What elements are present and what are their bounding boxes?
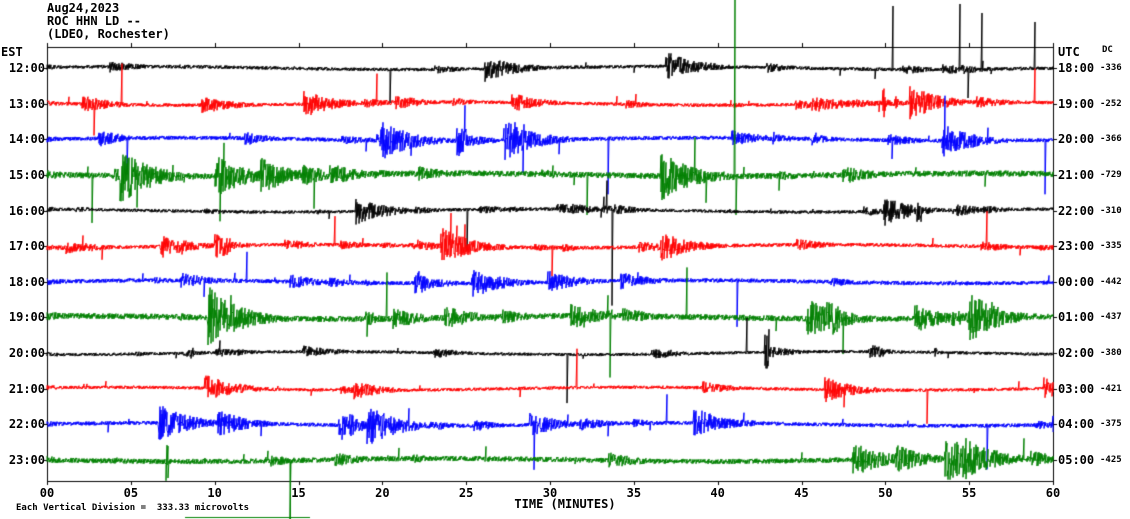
dc-value-label: -335: [1100, 241, 1122, 252]
x-tick-label: 25: [458, 486, 474, 500]
x-tick-label: 35: [626, 486, 642, 500]
utc-time-label: 04:00: [1058, 417, 1095, 432]
dc-value-label: -336: [1100, 63, 1122, 73]
dc-value-label: -729: [1100, 169, 1122, 180]
est-time-label: 13:00: [8, 96, 45, 111]
dc-value-label: -421: [1100, 383, 1122, 394]
utc-time-label: 23:00: [1058, 239, 1095, 254]
dc-value-label: -442: [1100, 276, 1122, 287]
location-label: (LDEO, Rochester): [47, 27, 170, 41]
utc-time-label: 00:00: [1058, 274, 1095, 289]
utc-time-label: 05:00: [1058, 453, 1095, 467]
utc-time-label: 19:00: [1058, 96, 1095, 111]
x-tick-label: 60: [1045, 486, 1061, 500]
dc-value-label: -380: [1100, 348, 1122, 359]
dc-value-label: -366: [1100, 134, 1122, 145]
est-time-label: 14:00: [8, 132, 45, 147]
utc-time-label: 18:00: [1058, 61, 1095, 75]
est-time-label: 21:00: [8, 381, 45, 396]
est-time-label: 22:00: [8, 417, 45, 432]
est-time-label: 18:00: [8, 274, 45, 289]
utc-time-label: 01:00: [1058, 310, 1095, 325]
x-tick-label: 00: [39, 486, 55, 500]
x-tick-label: 20: [375, 486, 390, 500]
scale-note: Each Vertical Division = 333.33 microvol…: [16, 503, 249, 513]
x-tick-label: 45: [794, 486, 809, 500]
est-axis-label: EST: [1, 45, 23, 59]
station-label: ROC HHN LD --: [47, 14, 141, 28]
est-time-label: 23:00: [8, 453, 45, 467]
dc-value-label: -375: [1100, 419, 1122, 430]
utc-time-label: 20:00: [1058, 132, 1095, 147]
est-time-label: 15:00: [8, 167, 45, 182]
x-tick-label: 05: [123, 486, 139, 500]
x-tick-label: 15: [291, 486, 306, 500]
dc-axis-label: DC: [1102, 45, 1113, 55]
dc-value-label: -437: [1100, 312, 1122, 323]
date-label: Aug24,2023: [47, 1, 120, 15]
utc-time-label: 03:00: [1058, 381, 1095, 396]
est-time-label: 20:00: [8, 346, 45, 361]
x-axis-title: TIME (MINUTES): [514, 497, 616, 511]
est-time-label: 17:00: [8, 239, 45, 254]
est-time-label: 16:00: [8, 203, 45, 218]
est-time-label: 19:00: [8, 310, 45, 325]
x-tick-label: 30: [542, 486, 558, 500]
dc-value-label: -310: [1100, 205, 1122, 216]
dc-value-label: -252: [1100, 98, 1122, 109]
dc-value-label: -425: [1100, 455, 1122, 465]
est-time-label: 12:00: [8, 61, 45, 75]
utc-time-label: 21:00: [1058, 167, 1095, 182]
utc-time-label: 02:00: [1058, 346, 1095, 361]
x-tick-label: 55: [961, 486, 977, 500]
utc-axis-label: UTC: [1058, 45, 1080, 59]
x-tick-label: 40: [710, 486, 725, 500]
x-tick-label: 50: [878, 486, 893, 500]
x-tick-label: 10: [207, 486, 222, 500]
utc-time-label: 22:00: [1058, 203, 1095, 218]
